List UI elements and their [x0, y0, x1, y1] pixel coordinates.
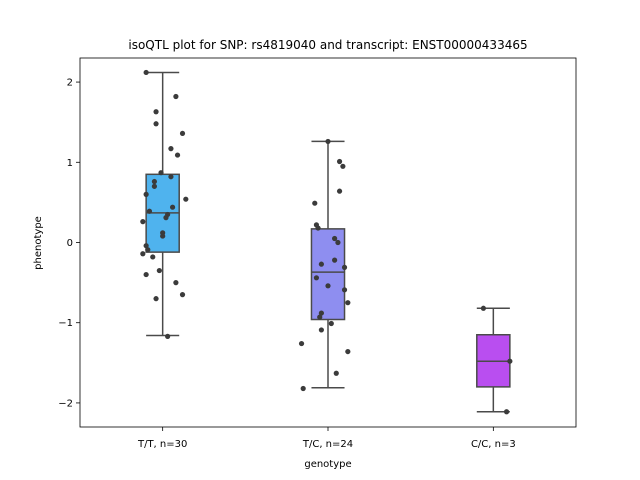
data-point	[325, 283, 331, 289]
data-point	[143, 191, 149, 197]
data-point	[503, 409, 510, 415]
data-point	[173, 93, 179, 100]
data-point	[507, 358, 513, 364]
data-point	[179, 292, 186, 298]
data-point	[143, 69, 149, 76]
data-point	[160, 233, 166, 239]
data-point	[165, 333, 171, 339]
data-point	[168, 174, 174, 180]
data-point	[143, 243, 149, 249]
data-point	[336, 158, 343, 165]
data-point	[145, 247, 151, 253]
data-point	[332, 257, 338, 263]
data-point	[143, 271, 149, 278]
data-point	[150, 254, 156, 260]
axes: −2 −1 0 1 2 T/T, n=30 T/C, n=24 C/C, n=3	[58, 78, 515, 450]
x-tick-label: T/T, n=30	[137, 439, 187, 450]
data-point	[312, 200, 318, 206]
data-point	[341, 287, 348, 293]
data-point	[332, 235, 338, 242]
data-point	[179, 130, 186, 137]
data-point	[336, 188, 343, 194]
data-point	[315, 225, 321, 231]
data-point	[298, 340, 305, 347]
data-point	[318, 327, 324, 333]
data-point	[345, 300, 351, 306]
data-point	[169, 204, 176, 210]
data-point	[313, 275, 320, 281]
y-tick-label: 1	[67, 158, 73, 169]
plot-area	[140, 69, 513, 415]
x-axis-label: genotype	[304, 459, 351, 470]
data-point	[140, 251, 146, 257]
data-point	[163, 215, 169, 221]
data-point	[335, 239, 341, 246]
data-point	[153, 121, 159, 127]
x-tick-label: T/C, n=24	[302, 439, 353, 450]
data-point	[173, 280, 179, 286]
data-point	[318, 310, 324, 316]
data-point	[328, 320, 334, 327]
data-point	[140, 219, 146, 225]
data-point	[158, 170, 164, 176]
data-point	[345, 348, 351, 355]
data-point	[183, 196, 189, 202]
y-tick-label: −2	[58, 398, 73, 409]
y-tick-label: −1	[58, 318, 73, 329]
chart-title: isoQTL plot for SNP: rs4819040 and trans…	[128, 38, 527, 52]
data-point	[153, 109, 159, 115]
y-tick-label: 0	[67, 238, 73, 249]
data-point	[156, 267, 162, 274]
data-point	[341, 264, 348, 270]
data-point	[325, 138, 331, 145]
data-point	[340, 163, 346, 169]
data-point	[153, 296, 159, 302]
data-point	[151, 183, 157, 189]
data-point	[480, 305, 487, 311]
data-point	[168, 146, 174, 152]
data-point	[151, 178, 157, 185]
data-point	[333, 370, 339, 376]
x-tick-label: C/C, n=3	[471, 439, 516, 450]
data-point	[300, 385, 306, 392]
data-point	[146, 208, 153, 214]
data-point	[317, 314, 323, 320]
data-point	[318, 261, 324, 267]
data-point	[174, 152, 181, 158]
y-tick-label: 2	[67, 78, 73, 89]
y-axis-label: phenotype	[33, 216, 44, 270]
